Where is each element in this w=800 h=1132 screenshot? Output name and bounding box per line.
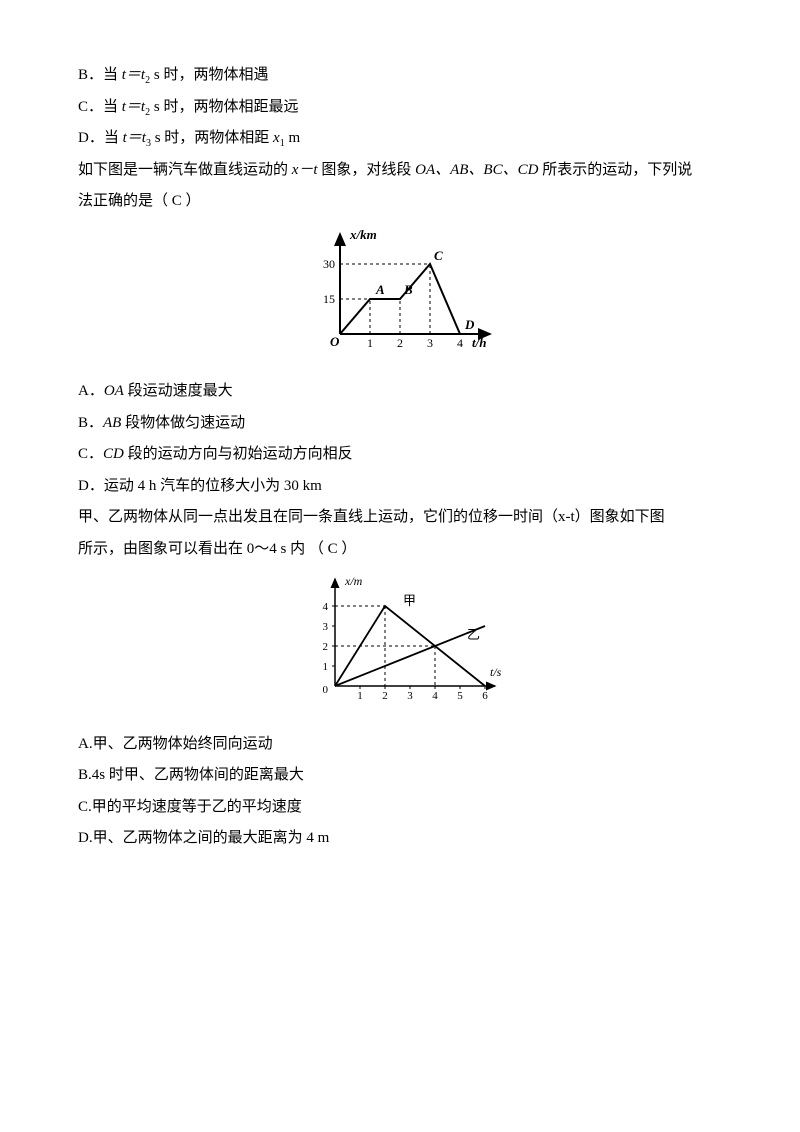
svg-text:B: B <box>403 282 413 297</box>
svg-text:x/m: x/m <box>344 574 363 588</box>
chart2-container: 1 2 3 4 1 2 3 4 5 6 x <box>78 571 722 719</box>
text: D．当 <box>78 130 123 146</box>
q1-option-b: B．AB 段物体做匀速运动 <box>78 408 722 440</box>
prev-option-d: D．当 t＝t3 s 时，两物体相距 x1 m <box>78 123 722 155</box>
q2-stem-line1: 甲、乙两物体从同一点出发且在同一条直线上运动，它们的位移一时间（x-t）图象如下… <box>78 502 722 534</box>
var: OA、AB、BC、CD <box>415 162 538 178</box>
text: 所表示的运动，下列说 <box>538 162 692 178</box>
text: 段运动速度最大 <box>124 383 233 399</box>
svg-text:4: 4 <box>323 601 329 613</box>
q2-option-d: D.甲、乙两物体之间的最大距离为 4 m <box>78 823 722 855</box>
svg-text:2: 2 <box>323 641 329 653</box>
var: CD <box>103 446 124 462</box>
q1-option-a: A．OA 段运动速度最大 <box>78 376 722 408</box>
text: A． <box>78 383 104 399</box>
chart1: 1 2 3 4 15 30 x/km t/h O A B C D <box>300 224 500 354</box>
text: B．当 <box>78 67 122 83</box>
text: s 时，两物体相遇 <box>150 67 268 83</box>
var: AB <box>103 415 121 431</box>
svg-text:2: 2 <box>382 690 388 702</box>
q1-option-d: D．运动 4 h 汽车的位移大小为 30 km <box>78 471 722 503</box>
svg-text:15: 15 <box>323 292 335 306</box>
text: m <box>285 130 300 146</box>
svg-text:4: 4 <box>457 336 463 350</box>
svg-text:1: 1 <box>357 690 363 702</box>
var: OA <box>104 383 124 399</box>
var: x－t <box>292 162 318 178</box>
q2-stem-line2: 所示，由图象可以看出在 0～4 s 内 （ C ） <box>78 534 722 566</box>
svg-text:t/s: t/s <box>490 665 502 679</box>
svg-text:O: O <box>330 334 340 349</box>
var: t＝t <box>123 130 146 146</box>
svg-text:1: 1 <box>323 661 329 673</box>
q1-stem-line2: 法正确的是（ C ） <box>78 186 722 218</box>
svg-text:3: 3 <box>323 621 329 633</box>
svg-text:2: 2 <box>397 336 403 350</box>
svg-text:C: C <box>434 248 443 263</box>
page-content: B．当 t＝t2 s 时，两物体相遇 C．当 t＝t2 s 时，两物体相距最远 … <box>0 0 800 855</box>
svg-text:3: 3 <box>427 336 433 350</box>
prev-option-b: B．当 t＝t2 s 时，两物体相遇 <box>78 60 722 92</box>
text: 段物体做匀速运动 <box>121 415 245 431</box>
text: 图象，对线段 <box>318 162 416 178</box>
svg-text:D: D <box>464 317 475 332</box>
var: t＝t <box>122 67 145 83</box>
text: C．当 <box>78 99 122 115</box>
text: C． <box>78 446 103 462</box>
svg-text:甲: 甲 <box>403 593 416 608</box>
q1-stem-line1: 如下图是一辆汽车做直线运动的 x－t 图象，对线段 OA、AB、BC、CD 所表… <box>78 155 722 187</box>
svg-text:3: 3 <box>407 690 413 702</box>
chart1-container: 1 2 3 4 15 30 x/km t/h O A B C D <box>78 224 722 367</box>
text: 如下图是一辆汽车做直线运动的 <box>78 162 292 178</box>
text: s 时，两物体相距最远 <box>150 99 298 115</box>
svg-text:6: 6 <box>482 690 488 702</box>
svg-text:乙: 乙 <box>467 627 480 642</box>
svg-text:4: 4 <box>432 690 438 702</box>
var: x <box>273 130 280 146</box>
text: s 时，两物体相距 <box>151 130 273 146</box>
svg-text:A: A <box>375 282 385 297</box>
q1-option-c: C．CD 段的运动方向与初始运动方向相反 <box>78 439 722 471</box>
text: B． <box>78 415 103 431</box>
svg-text:x/km: x/km <box>349 227 377 242</box>
svg-text:30: 30 <box>323 257 335 271</box>
svg-text:1: 1 <box>367 336 373 350</box>
svg-text:0: 0 <box>323 684 329 696</box>
q2-option-c: C.甲的平均速度等于乙的平均速度 <box>78 792 722 824</box>
text: 段的运动方向与初始运动方向相反 <box>124 446 353 462</box>
svg-text:5: 5 <box>457 690 463 702</box>
prev-option-c: C．当 t＝t2 s 时，两物体相距最远 <box>78 92 722 124</box>
q2-option-b: B.4s 时甲、乙两物体间的距离最大 <box>78 760 722 792</box>
svg-text:t/h: t/h <box>472 335 486 350</box>
chart2: 1 2 3 4 1 2 3 4 5 6 x <box>295 571 505 706</box>
var: t＝t <box>122 99 145 115</box>
q2-option-a: A.甲、乙两物体始终同向运动 <box>78 729 722 761</box>
